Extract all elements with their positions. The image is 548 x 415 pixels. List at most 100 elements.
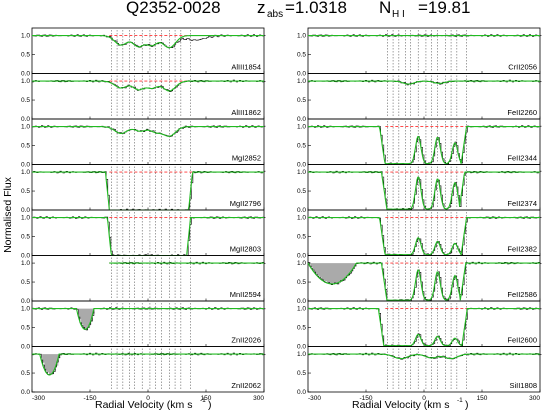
y-tick-label: 0.5 <box>297 279 306 286</box>
svg-text:Radial Velocity (km s: Radial Velocity (km s <box>352 399 449 410</box>
y-tick-label: 0.0 <box>21 389 30 396</box>
title-z-subscript: abs <box>267 9 283 20</box>
panel-frame <box>31 73 265 120</box>
title-z-value: =1.0318 <box>285 0 347 17</box>
spectrum-data <box>32 125 266 137</box>
panel-right-feii2260: 0.0 0.5 1.0 FeII2260 <box>297 73 542 123</box>
ion-label-right-siii1808: SiII1808 <box>509 381 537 390</box>
y-tick-label: 1.0 <box>297 78 306 85</box>
voigt-fit <box>308 353 540 360</box>
x-tick-label: 150 <box>477 395 488 402</box>
y-tick-label: 1.0 <box>21 78 30 85</box>
y-tick-label: 1.0 <box>297 215 306 222</box>
y-tick-label: 1.0 <box>21 33 30 40</box>
panel-frame <box>307 300 541 347</box>
x-tick-label: -300 <box>308 395 321 402</box>
y-tick-label: 1.0 <box>21 215 30 222</box>
y-tick-label: 1.0 <box>297 124 306 131</box>
panel-right-feii2600: 0.0 0.5 1.0 FeII2600 <box>297 300 542 351</box>
title-n-symbol: N <box>379 0 391 17</box>
panel-frame <box>31 118 265 165</box>
voigt-fit <box>308 126 540 165</box>
ion-label-left-aliii1854: AlIII1854 <box>231 63 261 72</box>
y-tick-label: 0.5 <box>297 143 306 150</box>
y-tick-label: 0.0 <box>297 207 306 214</box>
y-tick-label: 0.0 <box>21 71 30 78</box>
y-tick-label: 0.5 <box>21 52 30 59</box>
y-tick-label: 1.0 <box>297 306 306 313</box>
panel-left-aliii1854: 0.0 0.5 1.0 AlIII1854 <box>21 27 266 78</box>
y-tick-label: 0.5 <box>297 52 306 59</box>
x-tick-label: -300 <box>32 395 45 402</box>
y-tick-label: 0.5 <box>297 325 306 332</box>
ion-label-left-mgii2803: MgII2803 <box>230 245 261 254</box>
y-tick-label: 0.0 <box>21 116 30 123</box>
y-tick-label: 0.5 <box>21 143 30 150</box>
title-z-symbol: z <box>257 0 266 17</box>
ion-label-right-feii2374: FeII2374 <box>507 199 537 208</box>
voigt-fit <box>308 308 540 347</box>
voigt-fit <box>307 262 540 301</box>
y-tick-label: 0.0 <box>297 71 306 78</box>
ion-label-left-znii2062: ZnII2062 <box>231 381 261 390</box>
svg-text:-1: -1 <box>457 397 463 404</box>
panel-left-znii2062: 0.0 0.5 ZnII2062 <box>21 346 266 396</box>
y-tick-label: 1.0 <box>297 33 306 40</box>
panel-right-crii2056: 0.0 0.5 1.0 CrII2056 <box>297 27 542 78</box>
panel-right-feii2344: 0.0 0.5 1.0 FeII2344 <box>297 118 542 169</box>
svg-text:Radial Velocity (km s: Radial Velocity (km s <box>95 399 192 410</box>
y-tick-label: 0.0 <box>21 298 30 305</box>
panel-frame <box>307 73 541 120</box>
voigt-fit <box>308 171 540 210</box>
voigt-fit <box>32 80 264 92</box>
ion-label-right-feii2382: FeII2382 <box>507 245 537 254</box>
left-column-panels: 0.00.51.0AlIII18540.00.51.0AlIII18620.00… <box>21 27 266 402</box>
y-tick-label: 0.0 <box>297 253 306 260</box>
ion-label-right-feii2600: FeII2600 <box>507 336 537 345</box>
y-tick-label: 0.5 <box>21 325 30 332</box>
y-tick-label: 1.0 <box>297 169 306 176</box>
x-tick-label: 300 <box>253 395 264 402</box>
y-tick-label: 0.5 <box>297 97 306 104</box>
panel-left-mgii2796: 0.0 0.5 1.0 MgII2796 <box>21 164 266 214</box>
svg-text:): ) <box>465 399 469 410</box>
panel-frame <box>307 346 541 393</box>
ion-label-left-aliii1862: AlIII1862 <box>231 108 261 117</box>
x-axis-label-right: Radial Velocity (km s -1 ) <box>352 397 469 411</box>
voigt-fit <box>308 80 540 85</box>
panel-frame <box>31 27 265 74</box>
y-tick-label: 1.0 <box>297 351 306 358</box>
x-axis-label-left: Radial Velocity (km s -1 ) <box>95 397 212 411</box>
title-n-subscript: H I <box>392 9 405 20</box>
ion-label-right-feii2586: FeII2586 <box>507 290 537 299</box>
y-tick-label: 1.0 <box>297 260 306 267</box>
spectrum-data <box>32 79 266 92</box>
y-tick-label: 0.5 <box>297 234 306 241</box>
y-tick-label: 0.5 <box>21 234 30 241</box>
y-tick-label: 0.0 <box>21 207 30 214</box>
panel-right-siii1808: 0.0 0.5 1.0 SiII1808 <box>297 346 542 396</box>
y-tick-label: 1.0 <box>21 169 30 176</box>
y-tick-label: 0.0 <box>297 344 306 351</box>
y-tick-label: 0.0 <box>21 344 30 351</box>
y-tick-label: 1.0 <box>21 124 30 131</box>
y-tick-label: 0.5 <box>21 188 30 195</box>
right-column-panels: 0.0 0.5 1.0 CrII2056 0.0 0.5 1.0 FeII2260 0.0 0.5… <box>297 27 542 402</box>
y-tick-label: 0.0 <box>297 298 306 305</box>
spectrum-data <box>32 352 266 375</box>
panel-right-feii2374: 0.0 0.5 1.0 FeII2374 <box>297 164 542 214</box>
x-tick-label: -150 <box>359 395 372 402</box>
y-tick-label: 0.5 <box>21 279 30 286</box>
ion-label-right-feii2344: FeII2344 <box>507 154 537 163</box>
x-tick-label: 300 <box>529 395 540 402</box>
panel-left-znii2026: 0.0 0.5 1.0 ZnII2026 <box>21 300 266 351</box>
y-tick-label: 0.5 <box>21 97 30 104</box>
panel-left-aliii1862: 0.0 0.5 1.0 AlIII1862 <box>21 73 266 123</box>
y-tick-label: 1.0 <box>21 260 30 267</box>
panel-left-mnii2594: 0.0 0.5 1.0 MnII2594 <box>21 255 266 305</box>
ion-label-left-mnii2594: MnII2594 <box>230 290 261 299</box>
svg-text:): ) <box>208 399 212 410</box>
y-tick-label: 0.0 <box>21 253 30 260</box>
spectrum-data <box>32 307 266 331</box>
y-tick-label: 0.0 <box>297 389 306 396</box>
